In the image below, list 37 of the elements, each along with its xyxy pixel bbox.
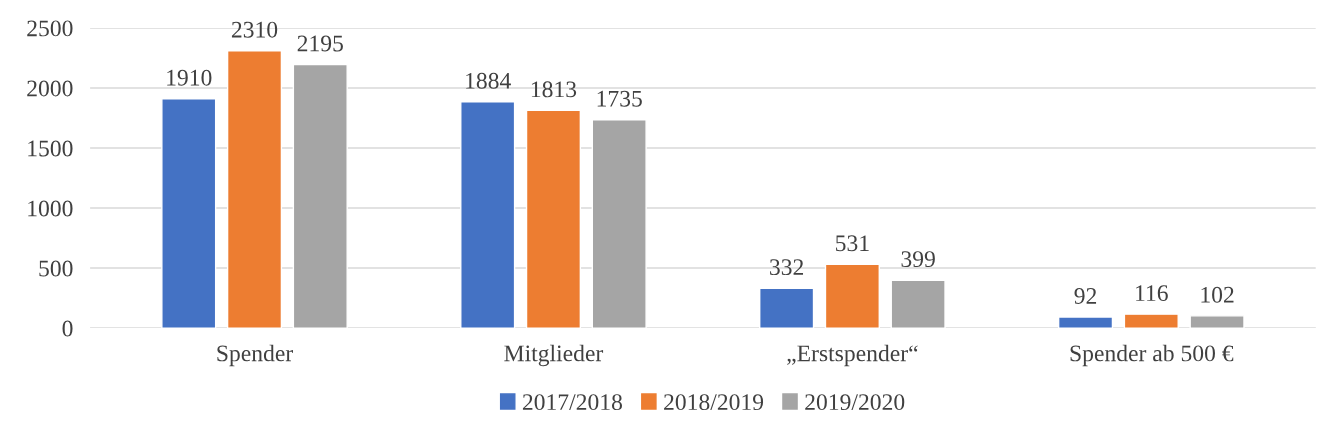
bar — [161, 98, 217, 329]
bar — [591, 119, 647, 329]
y-tick-label: 500 — [39, 260, 73, 277]
legend-label: 2018/2019 — [664, 394, 764, 411]
data-label: 1884 — [466, 72, 511, 89]
y-tick-label: 2000 — [27, 80, 73, 97]
bar — [759, 287, 815, 329]
data-label: 116 — [1136, 285, 1168, 302]
data-label: 102 — [1201, 286, 1234, 303]
y-tick-label: 1000 — [28, 200, 73, 217]
bar — [460, 101, 516, 329]
bar — [292, 63, 348, 329]
y-tick-label: 1500 — [28, 140, 73, 157]
x-tick-label: Mitglieder — [504, 344, 604, 367]
legend-label: 2019/2020 — [805, 394, 905, 411]
bar — [1189, 315, 1245, 329]
data-label: 1910 — [167, 69, 212, 86]
data-label: 399 — [901, 251, 935, 268]
bar — [1057, 316, 1114, 329]
bar — [226, 50, 283, 329]
bar — [890, 279, 946, 329]
data-label: 1813 — [531, 81, 577, 98]
data-label: 332 — [770, 259, 804, 276]
bar — [824, 263, 880, 329]
bar — [1123, 313, 1179, 329]
data-label: 2310 — [231, 21, 278, 38]
legend-label: 2017/2018 — [522, 394, 622, 411]
data-label: 2195 — [297, 35, 343, 52]
data-label: 1735 — [597, 90, 642, 107]
bar — [525, 109, 582, 329]
data-label: 92 — [1074, 288, 1097, 304]
y-tick-label: 0 — [62, 320, 73, 337]
x-tick-label: Spender — [217, 344, 293, 367]
x-tick-label: „Erstspender“ — [787, 344, 918, 367]
y-tick-label: 2500 — [27, 20, 73, 37]
x-tick-label: Spender ab 500 € — [1070, 344, 1234, 367]
data-label: 531 — [836, 235, 869, 252]
